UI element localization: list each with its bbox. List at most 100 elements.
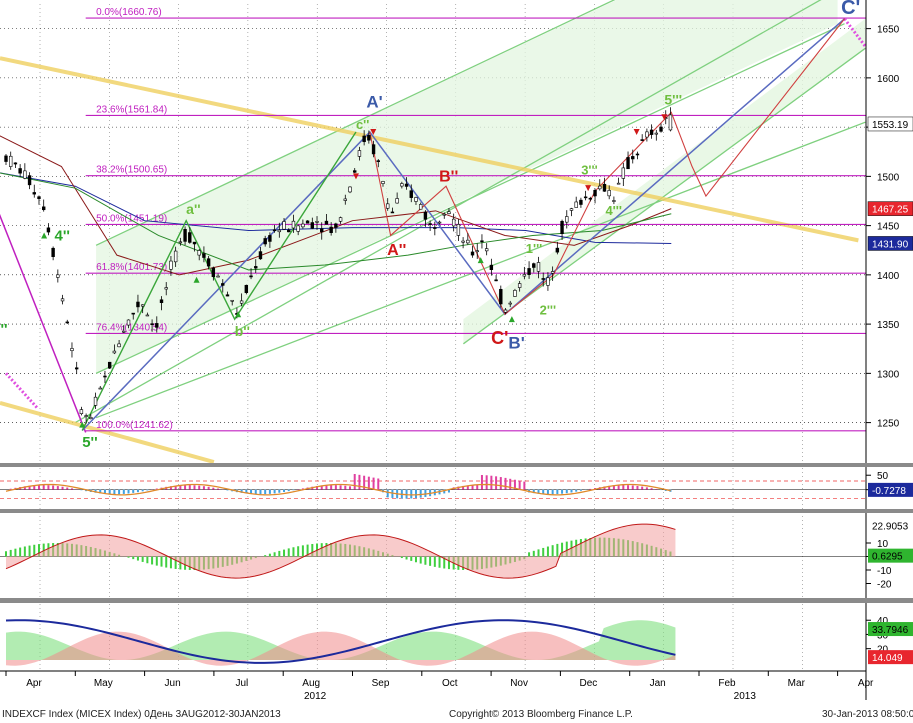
candle-body (74, 367, 79, 370)
candle-body (602, 183, 607, 192)
wave-green-path (81, 131, 357, 431)
osc1-bar (551, 489, 554, 495)
osc1-bar (447, 489, 450, 493)
osc1-bar (509, 478, 512, 490)
osc2-bar (551, 545, 554, 557)
osc2-bar (141, 556, 144, 562)
fib-level-label: 76.4%(1340.54) (96, 322, 167, 333)
wave-label: C' (841, 0, 860, 19)
osc1-signal-line (5, 483, 671, 496)
candle-body (23, 170, 27, 179)
candle-body (89, 417, 93, 420)
osc2-bar (424, 556, 427, 565)
osc1-bar (198, 485, 201, 490)
osc1-bar (664, 489, 667, 491)
osc1-bar (330, 485, 333, 490)
osc1-bar (414, 489, 417, 499)
last-value-label: 1467.25 (872, 205, 909, 216)
candle-body (593, 189, 597, 197)
candle-body (499, 288, 503, 305)
candle-body (173, 250, 178, 263)
candle-body (93, 396, 98, 406)
wave-label: A'' (387, 242, 406, 259)
osc2-bar (297, 546, 300, 557)
candle-body (527, 268, 531, 275)
wave-blue-abc (81, 18, 846, 432)
osc1-bar (579, 489, 582, 491)
fib-level-label: 23.6%(1561.84) (96, 104, 167, 115)
wave-label: 5''' (664, 91, 682, 107)
candle-body (409, 190, 413, 198)
osc1-bar (612, 485, 615, 490)
footer-timestamp: 30-Jan-2013 08:50:04 (822, 709, 913, 720)
candle-body (513, 290, 517, 297)
candle-body (155, 323, 159, 328)
osc1-bar (56, 486, 59, 490)
candle-body (489, 264, 494, 271)
last-value-label: 1553.19 (872, 120, 909, 131)
osc1-bar (61, 486, 64, 490)
last-value-box (867, 201, 913, 216)
wave-label: 5'' (82, 434, 97, 451)
candle-body (131, 312, 135, 315)
osc2-last-label: 22.9053 (872, 522, 909, 533)
footer-copyright: Copyright© 2013 Bloomberg Finance L.P. (449, 709, 633, 720)
x-axis-year-label: 2012 (304, 691, 327, 702)
osc2-last-box (868, 518, 913, 533)
candle-body (107, 361, 112, 369)
osc1-bar (316, 486, 319, 490)
signal-up-triangle (477, 257, 484, 264)
candle-body (565, 216, 569, 223)
candle-body (258, 251, 263, 260)
osc2-bar (414, 556, 417, 563)
osc1-bar (118, 489, 121, 495)
channel-line (95, 121, 866, 419)
candle-body (136, 301, 140, 308)
candle-body (79, 409, 84, 414)
osc1-bar (273, 489, 276, 494)
candle-body (277, 229, 282, 233)
x-axis-month-label: Jun (165, 678, 181, 689)
x-axis-month-label: Jul (236, 678, 249, 689)
osc1-bar (513, 479, 516, 490)
price-candles (4, 107, 673, 424)
osc2-bar (165, 556, 168, 568)
ma-green-line (0, 172, 672, 271)
wave-label: a'' (186, 201, 200, 217)
candle-body (381, 181, 385, 184)
osc1-bar (23, 486, 26, 490)
candle-body (41, 206, 46, 211)
signal-down-triangle (633, 129, 640, 136)
osc2-red-line (5, 523, 676, 579)
osc1-bar (226, 489, 229, 491)
osc1-bar (113, 489, 116, 495)
wave-label: 3'' (0, 321, 8, 338)
osc1-bar (108, 489, 111, 495)
osc2-last-label: 0.6295 (872, 552, 903, 563)
candle-body (470, 251, 475, 256)
signal-down-triangle (585, 185, 592, 192)
candle-body (230, 299, 234, 302)
osc1-bar (386, 489, 389, 498)
candle-body (371, 144, 376, 155)
candle-body (428, 223, 432, 225)
candle-body (390, 211, 395, 214)
candle-body (442, 213, 446, 216)
osc1-bar (499, 477, 502, 490)
osc2-bar (136, 556, 139, 561)
last-value-label: 1431.90 (872, 239, 909, 250)
osc1-bar (292, 489, 295, 491)
candle-body (117, 343, 121, 348)
candle-body (296, 225, 300, 232)
osc3-last-box (868, 650, 913, 665)
wave-label: A' (366, 92, 382, 111)
candle-body (263, 238, 267, 245)
candle-body (362, 135, 366, 143)
price-tick-label: 1450 (877, 222, 900, 233)
candle-body (357, 150, 362, 157)
price-tick-label: 1350 (877, 320, 900, 331)
candle-body (353, 170, 357, 173)
candle-body (574, 201, 578, 208)
osc1-bar (193, 485, 196, 490)
osc2-bar (537, 549, 540, 557)
